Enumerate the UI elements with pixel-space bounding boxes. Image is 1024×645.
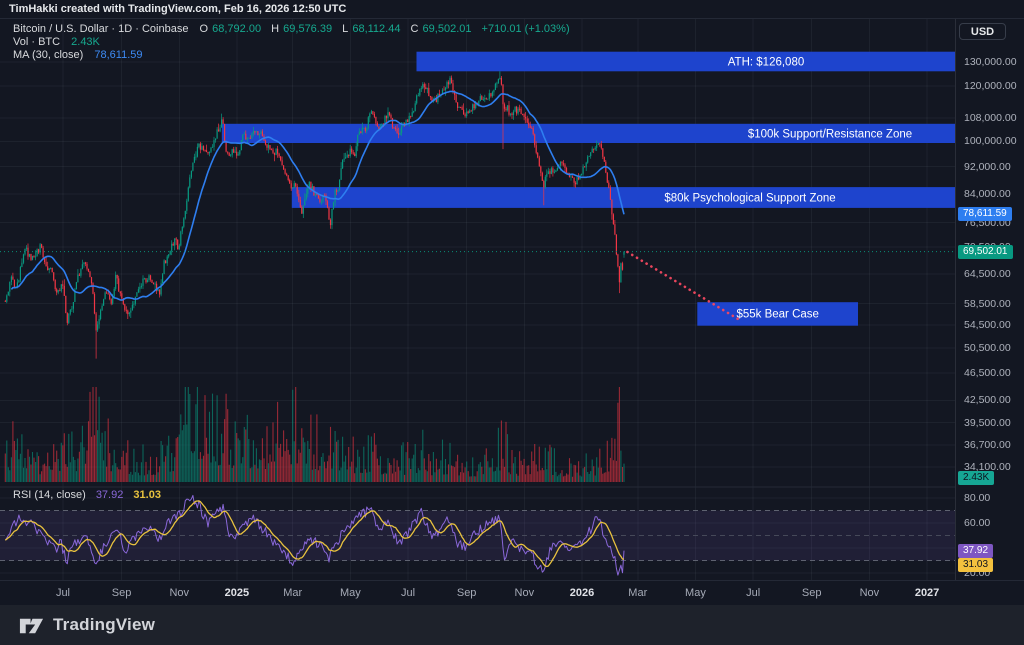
currency-toggle-button[interactable]: USD	[959, 23, 1006, 40]
close-value: 69,502.01	[422, 23, 472, 35]
low-label: L	[342, 23, 349, 35]
time-axis-month-label: Mar	[283, 587, 303, 599]
volume-badge: 2.43K	[958, 471, 995, 485]
price-axis-label: 50,500.00	[964, 342, 1011, 355]
low-value: 68,112.44	[352, 23, 401, 35]
bear-case-label: $55k Bear Case	[736, 309, 818, 321]
ma-value: 78,611.59	[94, 49, 143, 61]
price-axis-label: 120,000.00	[964, 80, 1017, 93]
high-label: H	[271, 23, 280, 35]
brand-name: TradingView	[53, 615, 156, 634]
chart-canvas[interactable]: ATH: $126,080 $100k Support/Resistance Zo…	[0, 0, 1024, 605]
price-axis-label: 54,500.00	[964, 319, 1011, 332]
open-value: 68,792.00	[212, 23, 262, 35]
price-axis-label: 64,500.00	[964, 268, 1011, 281]
chart-legend: Bitcoin / U.S. Dollar · 1D · Coinbase O …	[13, 23, 577, 62]
high-value: 69,576.39	[283, 23, 333, 35]
price-axis-label: 92,000.00	[964, 160, 1011, 173]
price-axis-label: 36,700.00	[964, 438, 1011, 451]
price-axis-label: 34,100.00	[964, 461, 1011, 474]
rsi-line[interactable]	[4, 494, 625, 576]
time-axis-month-label: Mar	[628, 587, 648, 599]
time-axis-month-label: Jul	[401, 587, 416, 599]
time-axis-month-label: Nov	[169, 587, 190, 599]
rsi-axis-label: 60.00	[964, 517, 991, 529]
projection-line[interactable]	[626, 250, 744, 323]
rsi-label: RSI (14, close)	[13, 489, 86, 501]
legend-symbol-row[interactable]: Bitcoin / U.S. Dollar · 1D · Coinbase O …	[13, 23, 577, 36]
ma-price-badge: 78,611.59	[958, 207, 1012, 222]
price-axis-label: 42,500.00	[964, 394, 1011, 407]
volume-value: 2.43K	[71, 36, 100, 48]
attribution-text: TimHakki created with TradingView.com, F…	[9, 3, 347, 15]
zone-80k-label: $80k Psychological Support Zone	[664, 193, 835, 205]
price-axis[interactable]: USD 78,611.59 69,502.01 2.43K 37.92 31.0…	[955, 19, 1024, 580]
time-axis-month-label: Jul	[55, 587, 70, 599]
close-label: C	[410, 23, 419, 35]
ma-label: MA (30, close)	[13, 49, 84, 61]
time-axis-year-label: 2025	[224, 587, 250, 599]
time-axis-month-label: Nov	[859, 587, 880, 599]
time-axis-month-label: Sep	[111, 587, 132, 599]
price-axis-label: 130,000.00	[964, 56, 1017, 69]
time-axis-year-label: 2027	[914, 587, 940, 599]
last-price-badge: 69,502.01	[958, 244, 1013, 259]
price-axis-label: 46,500.00	[964, 367, 1011, 380]
rsi-ma-value-badge: 31.03	[958, 557, 994, 572]
ma-line[interactable]	[10, 90, 625, 301]
volume-label: Vol · BTC	[13, 36, 61, 48]
time-axis-month-label: Sep	[801, 587, 822, 599]
rsi-ma-value: 31.03	[133, 489, 161, 501]
time-axis-month-label: Sep	[456, 587, 477, 599]
attribution-bar: TimHakki created with TradingView.com, F…	[0, 0, 1024, 19]
change-value: +710.01 (+1.03%)	[481, 23, 570, 35]
rsi-value-badge: 37.92	[958, 544, 994, 559]
time-axis-month-label: May	[685, 587, 706, 599]
price-axis-label: 58,500.00	[964, 297, 1011, 310]
symbol-title[interactable]: Bitcoin / U.S. Dollar · 1D · Coinbase	[13, 23, 189, 35]
price-axis-label: 108,000.00	[964, 112, 1017, 125]
price-axis-label: 84,000.00	[964, 188, 1011, 201]
time-axis-month-label: Nov	[514, 587, 535, 599]
volume-bars	[4, 387, 625, 482]
rsi-legend[interactable]: RSI (14, close) 37.92 31.03	[13, 489, 161, 501]
legend-ma-row[interactable]: MA (30, close) 78,611.59	[13, 49, 577, 62]
rsi-axis-label: 80.00	[964, 492, 991, 504]
zone-100k-label: $100k Support/Resistance Zone	[748, 129, 912, 141]
legend-volume-row[interactable]: Vol · BTC 2.43K	[13, 36, 577, 49]
price-axis-label: 39,500.00	[964, 416, 1011, 429]
footer-bar: TradingView	[0, 605, 1024, 645]
time-axis-month-label: May	[339, 587, 361, 599]
annotation-zones[interactable]	[221, 51, 956, 208]
price-axis-label: 100,000.00	[964, 135, 1017, 148]
tradingview-logo-icon	[19, 618, 44, 633]
candlesticks	[4, 71, 625, 359]
ath-zone-label: ATH: $126,080	[728, 57, 805, 69]
rsi-ma-line[interactable]	[4, 500, 625, 568]
open-label: O	[199, 23, 209, 35]
time-axis-year-label: 2026	[569, 587, 595, 599]
time-axis-month-label: Jul	[746, 587, 761, 599]
time-axis[interactable]: Jul Sep Nov 2025 Mar May Jul Sep Nov 2026 Mar May Ju…	[0, 580, 1024, 605]
rsi-value: 37.92	[95, 489, 124, 501]
